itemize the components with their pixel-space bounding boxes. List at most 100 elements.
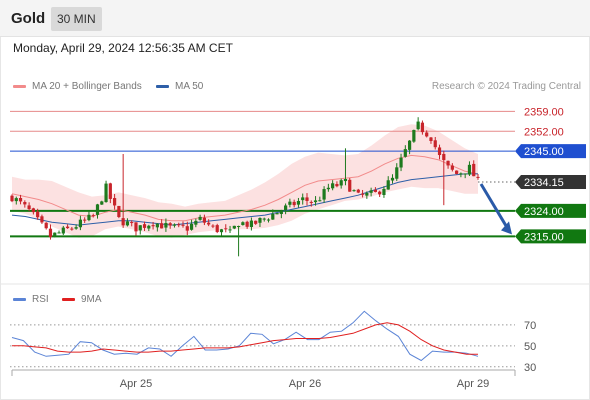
candle-body (279, 210, 283, 214)
candle-body (57, 232, 61, 234)
candle-body (48, 228, 53, 238)
candle-body (331, 183, 335, 189)
candle-body (155, 223, 159, 228)
candle-body (14, 198, 18, 202)
candle-body (241, 222, 245, 226)
candle-body (78, 219, 83, 228)
candle-body (395, 167, 399, 179)
candle-body (121, 218, 125, 226)
candle-body (168, 223, 172, 226)
candle-body (36, 211, 40, 218)
candle-body (433, 140, 437, 148)
candle-body (459, 173, 463, 175)
legend-ma20: MA 20 + Bollinger Bands (13, 81, 142, 92)
legend-ma20-label: MA 20 + Bollinger Bands (32, 81, 142, 92)
ma9-swatch (62, 298, 75, 301)
candle-body (61, 227, 65, 234)
candle-body (125, 221, 130, 226)
candle-body (147, 225, 151, 229)
rsi-tick-label: 30 (524, 362, 536, 374)
legend-rsi-label: RSI (32, 294, 49, 305)
candle-body (313, 200, 318, 203)
candle-body (348, 179, 352, 192)
candle-body (104, 183, 108, 203)
candle-body (335, 183, 339, 187)
candle-body (40, 216, 44, 223)
projection-arrow (479, 183, 509, 229)
candle-body (318, 200, 322, 202)
candle-body (266, 219, 271, 221)
candle-body (164, 222, 168, 228)
level-label-resistance: 2359.00 (524, 106, 564, 118)
level-label-support: 2315.00 (524, 231, 564, 243)
candle-body (215, 225, 219, 233)
level-tag-current (515, 174, 586, 189)
candle-body (117, 205, 121, 217)
candle-body (442, 153, 446, 161)
rsi-swatch (13, 298, 26, 301)
projection-arrow-head (501, 221, 512, 235)
candle-body (356, 189, 360, 193)
candle-body (100, 201, 104, 205)
candles (10, 117, 480, 257)
candle-body (249, 220, 254, 227)
candle-body (142, 224, 147, 228)
candle-body (83, 219, 87, 221)
candle-body (65, 226, 70, 229)
candle-body (476, 176, 480, 178)
symbol-title: Gold (11, 10, 46, 27)
level-label-support: 2324.00 (524, 206, 564, 218)
candle-body (420, 122, 425, 133)
candle-body (407, 140, 412, 150)
interval-button[interactable]: 30 MIN (51, 7, 102, 31)
ma50-line (11, 173, 478, 226)
candle-body (386, 180, 390, 190)
candle-body (95, 204, 100, 215)
candle-body (130, 222, 134, 224)
candle-body (425, 132, 429, 137)
candle-body (365, 192, 369, 196)
ma20-swatch (13, 85, 26, 88)
candle-body (27, 205, 31, 210)
candle-body (91, 215, 95, 217)
candle-body (326, 187, 330, 190)
candle-body (403, 149, 407, 157)
candle-body (412, 129, 416, 142)
candle-body (31, 208, 35, 213)
candle-body (194, 220, 198, 225)
candle-body (437, 147, 442, 156)
candle-body (236, 226, 241, 228)
candle-body (296, 200, 301, 205)
candle-body (292, 201, 296, 206)
candle-body (378, 191, 382, 195)
candle-body (207, 222, 211, 225)
candle-body (258, 217, 262, 223)
rsi-tick-label: 50 (524, 341, 536, 353)
candle-body (369, 190, 373, 193)
x-tick-label: Apr 25 (120, 378, 152, 390)
candle-body (224, 228, 228, 230)
candle-body (390, 177, 395, 181)
candle-body (446, 160, 450, 166)
candle-body (232, 225, 236, 229)
candle-body (463, 173, 467, 175)
candle-body (211, 225, 215, 227)
candle-body (284, 205, 288, 211)
candle-body (416, 121, 420, 130)
level-tag-support (515, 203, 586, 218)
level-label-pivot: 2345.00 (524, 146, 564, 158)
candle-body (74, 227, 78, 229)
candle-body (339, 180, 343, 186)
candle-body (198, 216, 202, 220)
level-label-resistance: 2352.00 (524, 126, 564, 138)
candle-body (301, 197, 305, 201)
legend-9ma-label: 9MA (81, 294, 102, 305)
candle-body (202, 217, 206, 223)
candle-body (429, 137, 433, 141)
ma50-swatch (156, 85, 169, 88)
candle-body (228, 229, 232, 231)
rsi-line (11, 310, 479, 362)
candle-body (53, 232, 57, 237)
candle-body (352, 190, 356, 192)
